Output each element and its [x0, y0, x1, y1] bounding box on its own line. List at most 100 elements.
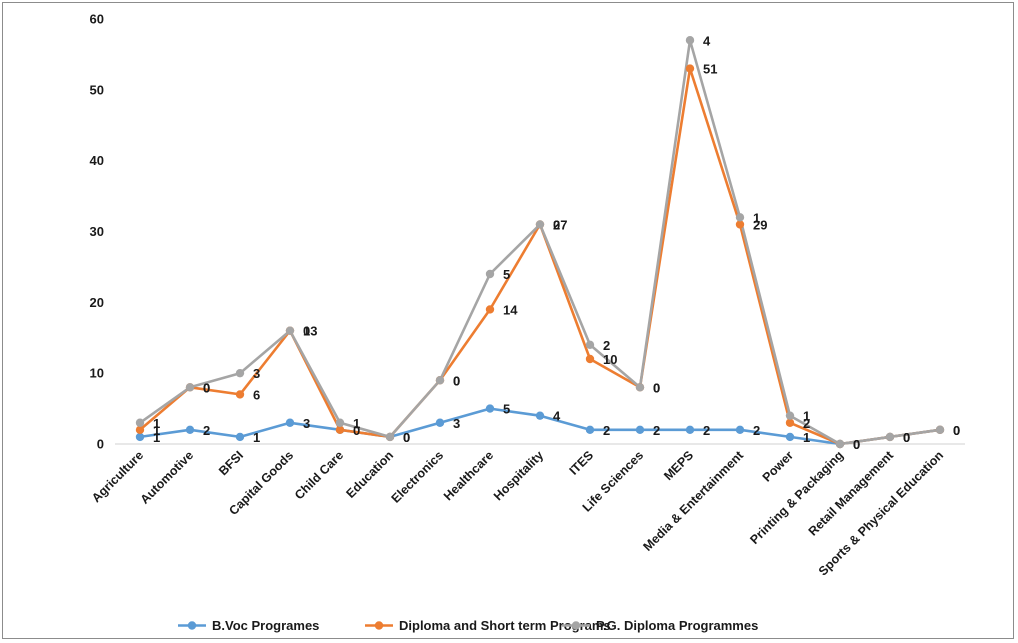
data-point [535, 220, 545, 229]
data-label: 0 [303, 324, 310, 339]
data-label: 0 [453, 373, 460, 388]
data-label: 51 [703, 62, 717, 77]
x-tick-label: Printing & Packaging [747, 448, 846, 547]
data-point [785, 411, 795, 420]
data-label: 5 [503, 267, 510, 282]
data-point [785, 418, 795, 427]
data-label: 29 [753, 217, 767, 232]
data-label: 0 [653, 380, 660, 395]
data-point [285, 326, 295, 335]
data-label: 1 [153, 423, 160, 438]
data-label: 2 [203, 423, 210, 438]
data-label: 0 [553, 217, 560, 232]
x-tick-label: MEPS [661, 448, 696, 483]
data-label: 1 [153, 430, 160, 445]
data-label: 3 [303, 416, 310, 431]
data-point [685, 64, 695, 73]
series-lines [139, 38, 941, 446]
x-tick-label: ITES [567, 448, 597, 478]
data-label: 1 [253, 430, 260, 445]
data-point [585, 340, 595, 350]
series-markers [135, 36, 945, 449]
legend-marker [374, 621, 384, 630]
data-label: 2 [603, 338, 610, 353]
data-label: 27 [553, 217, 567, 232]
data-point [335, 425, 345, 435]
x-tick-label: Power [760, 448, 797, 485]
legend-label: Diploma and Short term Programs [399, 618, 611, 633]
data-point [235, 368, 245, 378]
x-tick-label: Hospitality [491, 448, 546, 503]
data-label: 1 [353, 416, 360, 431]
data-label: 1 [803, 430, 810, 445]
data-point [235, 432, 245, 442]
data-point [735, 425, 745, 435]
data-label: 1 [803, 409, 810, 424]
data-point [285, 418, 295, 427]
data-point [435, 376, 445, 385]
data-point [185, 383, 195, 392]
series-line [139, 38, 941, 446]
data-label: 1 [753, 210, 760, 225]
x-tick-label: Education [343, 448, 396, 501]
data-label: 0 [203, 380, 210, 395]
data-point [685, 36, 695, 45]
x-tick-label: Healthcare [441, 448, 496, 503]
data-label: 3 [453, 416, 460, 431]
y-tick-label: 50 [90, 82, 104, 97]
data-point [485, 404, 495, 413]
data-point [535, 411, 545, 420]
data-point [735, 213, 745, 222]
data-label: 5 [503, 402, 510, 417]
data-label: 3 [253, 366, 260, 381]
legend: B.Voc Programes Diploma and Short term Pr… [178, 618, 758, 633]
x-tick-label: Media & Entertainment [640, 448, 746, 554]
y-axis: 0 10 20 30 40 50 60 [90, 12, 104, 452]
legend-marker [187, 621, 197, 630]
legend-label: B.Voc Programes [212, 618, 319, 633]
y-tick-label: 40 [90, 153, 104, 168]
data-point [485, 269, 495, 279]
data-point [685, 425, 695, 435]
data-label: 0 [453, 373, 460, 388]
data-label: 0 [403, 430, 410, 445]
data-label: 0 [853, 437, 860, 452]
data-label: 2 [653, 423, 660, 438]
y-tick-label: 20 [90, 295, 104, 310]
data-label: 2 [753, 423, 760, 438]
y-tick-label: 10 [90, 366, 104, 381]
data-label: 2 [703, 423, 710, 438]
data-point [935, 425, 945, 435]
legend-label: P.G. Diploma Programmes [596, 618, 758, 633]
x-tick-label: Electronics [389, 448, 447, 506]
data-point [135, 418, 145, 427]
data-label: 0 [903, 430, 910, 445]
legend-marker [571, 621, 581, 630]
data-point [585, 425, 595, 435]
data-label: 4 [553, 409, 561, 424]
data-label: 14 [503, 302, 518, 317]
data-point [635, 383, 645, 392]
data-point [485, 305, 495, 314]
data-point [335, 418, 345, 427]
y-tick-label: 0 [97, 437, 104, 452]
data-point [135, 432, 145, 442]
data-label: 0 [403, 430, 410, 445]
data-label: 4 [703, 33, 711, 48]
data-label: 0 [903, 430, 910, 445]
data-label: 6 [253, 387, 260, 402]
data-point [235, 390, 245, 399]
data-label: 0 [653, 380, 660, 395]
y-tick-label: 60 [90, 12, 104, 27]
data-point [835, 439, 845, 449]
x-tick-label: Child Care [292, 448, 346, 502]
y-tick-label: 30 [90, 224, 104, 239]
data-label: 0 [203, 380, 210, 395]
x-tick-label: Automotive [138, 448, 197, 507]
data-label: 0 [853, 437, 860, 452]
data-point [135, 425, 145, 435]
data-point [785, 432, 795, 442]
data-point [585, 354, 595, 364]
